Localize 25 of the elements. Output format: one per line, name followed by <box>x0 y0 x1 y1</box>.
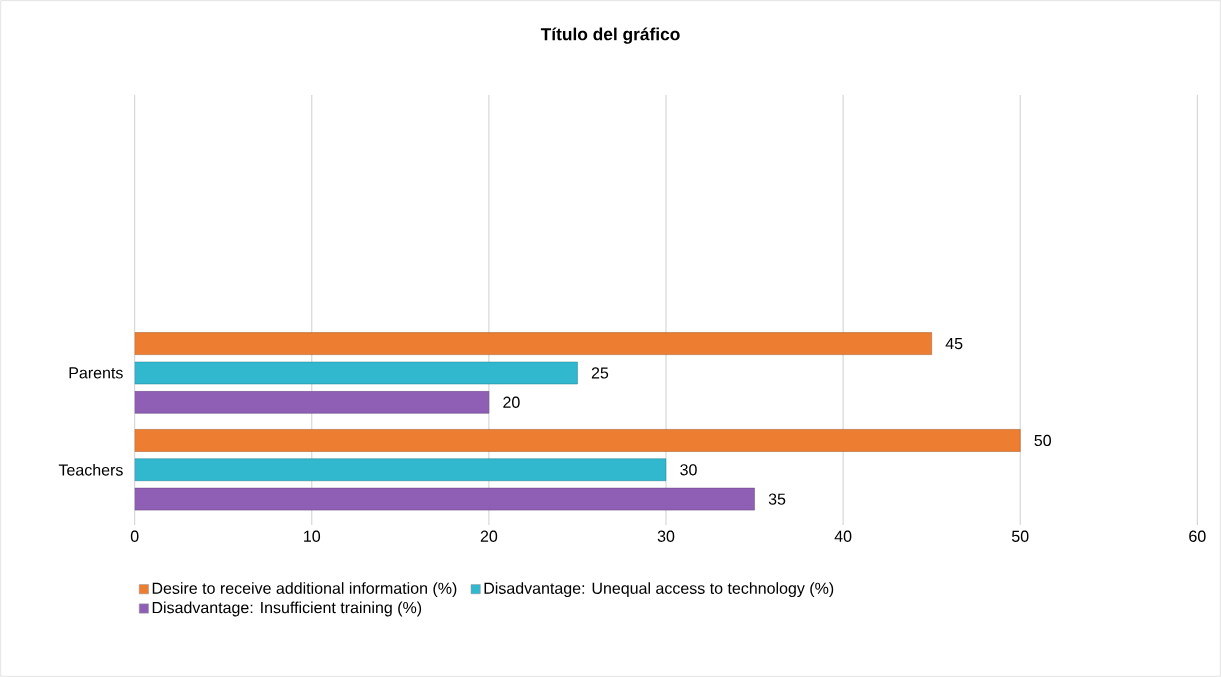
legend-label: Desire to receive additional information (%) <box>152 582 457 598</box>
bar <box>134 429 1021 452</box>
legend-label: Disadvantage: Unequal access to technology (%) <box>484 582 834 598</box>
y-tick-label: Teachers <box>58 463 123 476</box>
data-label: 30 <box>680 464 697 476</box>
y-tick-label: Parents <box>69 367 123 379</box>
bar <box>134 361 578 385</box>
x-tick-label: 0 <box>130 530 139 542</box>
legend-label: Disadvantage: Insufficient training (%) <box>152 601 422 617</box>
x-tick-label: 40 <box>834 530 852 542</box>
data-label: 35 <box>768 493 786 505</box>
bar <box>134 391 490 414</box>
data-label: 45 <box>945 338 963 350</box>
x-tick-label: 30 <box>657 530 675 542</box>
data-label: 20 <box>503 396 520 408</box>
x-tick-label: 60 <box>1189 530 1206 542</box>
bar <box>134 332 932 355</box>
bar <box>134 487 755 511</box>
bar <box>134 458 667 482</box>
x-tick-label: 10 <box>304 530 321 542</box>
chart-title: Título del gráfico <box>540 27 680 44</box>
x-tick-label: 20 <box>480 530 498 542</box>
data-label: 25 <box>591 367 609 379</box>
data-label: 50 <box>1034 434 1051 447</box>
x-tick-label: 50 <box>1011 530 1029 542</box>
